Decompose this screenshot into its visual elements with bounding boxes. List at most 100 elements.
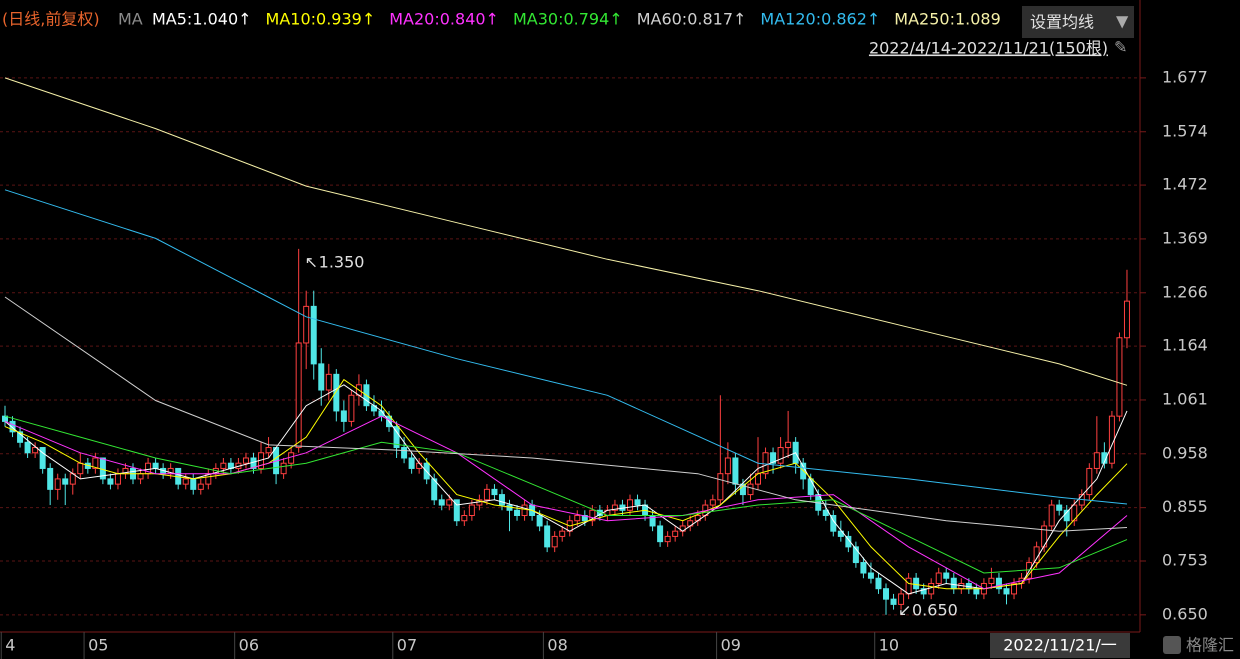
x-tick-label: 06	[239, 636, 259, 655]
candle-body	[935, 572, 942, 584]
legend-entry: MA30:0.794↑	[513, 10, 623, 29]
candle-body	[536, 515, 543, 527]
candle-body	[611, 504, 618, 511]
candle-body	[1003, 588, 1010, 595]
candle-body	[770, 452, 777, 464]
candle-body	[626, 499, 633, 511]
candle-body	[461, 515, 468, 522]
candle-body	[1048, 504, 1055, 527]
candle-body	[777, 447, 784, 464]
candle-body	[845, 535, 852, 548]
candle-body	[657, 525, 664, 543]
x-axis: 4 05 06 07 08 09 10	[0, 632, 899, 659]
candle-body	[17, 431, 24, 443]
candle-body	[197, 483, 204, 490]
candle-body	[62, 478, 69, 485]
header: (日线,前复权) MA MA5:1.040↑ MA10:0.939↑ MA20:0.…	[2, 10, 1001, 29]
candle-body	[491, 488, 498, 496]
candle-body	[717, 473, 724, 501]
candle-body	[431, 478, 438, 501]
candle-body	[114, 473, 121, 485]
candle-body	[1093, 452, 1100, 469]
plot-area: ↖ 1.350 ↙ 0.650	[0, 77, 1146, 619]
settings-label[interactable]: 设置均线	[1030, 13, 1094, 32]
candle-body	[559, 530, 566, 537]
candle-body	[182, 478, 189, 485]
ma-line	[4, 189, 1128, 505]
candle-body	[672, 530, 679, 537]
x-tick-label: 4	[5, 636, 15, 655]
ma-line	[4, 296, 1128, 532]
candle-body	[739, 483, 746, 496]
candle-body	[664, 535, 671, 543]
annotation-arrow: ↖	[305, 252, 318, 271]
candle-body	[860, 562, 867, 574]
annotation: 0.650	[912, 600, 958, 619]
candle-body	[242, 457, 249, 464]
candle-body	[401, 447, 408, 459]
candle-body	[724, 457, 731, 475]
candle-body	[280, 462, 287, 475]
candle-body	[468, 504, 475, 517]
candle-body	[1056, 504, 1063, 511]
settings-button[interactable]	[1022, 6, 1134, 38]
candle-body	[265, 447, 272, 454]
candle-body	[333, 373, 340, 412]
candle-body	[928, 582, 935, 595]
ma-line	[4, 415, 1128, 574]
candle-body	[747, 483, 754, 496]
candle-body	[340, 410, 347, 422]
candle-body	[325, 373, 332, 391]
candle-body	[2, 415, 8, 422]
dropdown-icon[interactable]: ▼	[1116, 12, 1129, 31]
x-tick-label: 10	[879, 636, 899, 655]
candle-body	[709, 499, 716, 506]
candle-body	[408, 457, 415, 469]
legend-entry: MA10:0.939↑	[266, 10, 376, 29]
y-tick-label: 1.574	[1162, 121, 1208, 140]
candle-body	[883, 588, 890, 600]
candle-body	[1123, 300, 1130, 339]
candle-body	[867, 572, 874, 579]
candle-body	[498, 494, 505, 506]
candle-body	[822, 509, 829, 517]
candle-body	[348, 394, 355, 422]
cursor-date-box	[990, 633, 1130, 658]
candle-body	[303, 305, 310, 344]
candle-body	[920, 588, 927, 595]
candle-body	[732, 457, 739, 485]
candle-body	[852, 546, 859, 564]
candle-body	[220, 462, 227, 469]
ma-line	[4, 415, 1128, 590]
candle-body	[1011, 582, 1018, 595]
candle-body	[890, 598, 897, 605]
candle-body	[973, 588, 980, 595]
x-tick-label: 05	[88, 636, 108, 655]
range-label[interactable]: 2022/4/14-2022/11/21(150根)	[869, 39, 1108, 58]
annotation-arrow: ↙	[898, 600, 911, 619]
candle-body	[943, 572, 950, 579]
candle-body	[318, 363, 325, 391]
pin-icon[interactable]: ✎	[1114, 38, 1127, 57]
candle-body	[898, 593, 905, 605]
y-tick-label: 1.677	[1162, 67, 1208, 86]
candle-body	[634, 499, 641, 506]
y-tick-label: 1.472	[1162, 175, 1208, 194]
candle-body	[77, 462, 84, 475]
y-tick-label: 0.958	[1162, 443, 1208, 462]
subtitle: (日线,前复权)	[2, 10, 100, 29]
candle-body	[288, 452, 295, 464]
candle-body	[190, 478, 197, 490]
candle-body	[807, 478, 814, 496]
candle-body	[544, 525, 551, 548]
candle-body	[1108, 415, 1115, 464]
candle-body	[438, 499, 445, 506]
ma-line	[4, 77, 1128, 386]
candle-body	[589, 509, 596, 522]
y-tick-label: 0.753	[1162, 550, 1208, 569]
candle-body	[995, 577, 1002, 590]
y-tick-label: 1.266	[1162, 282, 1208, 301]
y-tick-label: 0.650	[1162, 604, 1208, 623]
y-tick-label: 1.369	[1162, 228, 1208, 247]
y-tick-label: 0.855	[1162, 497, 1208, 516]
